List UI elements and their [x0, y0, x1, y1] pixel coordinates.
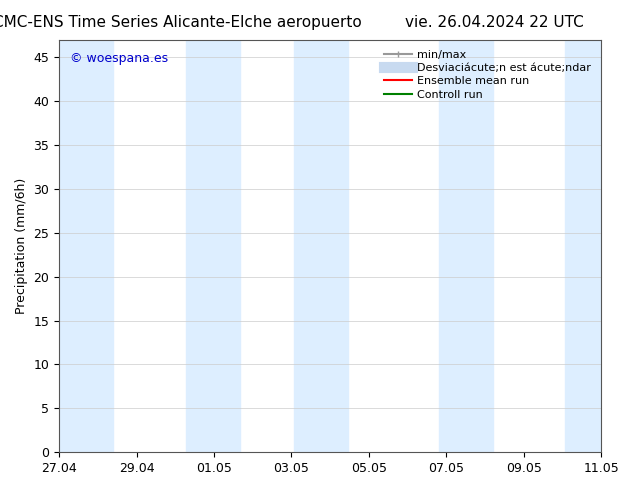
Bar — [294, 40, 348, 452]
Bar — [565, 40, 601, 452]
Text: vie. 26.04.2024 22 UTC: vie. 26.04.2024 22 UTC — [405, 15, 584, 30]
Bar — [186, 40, 240, 452]
Y-axis label: Precipitation (mm/6h): Precipitation (mm/6h) — [15, 178, 28, 314]
Text: © woespana.es: © woespana.es — [70, 52, 168, 65]
Text: CMC-ENS Time Series Alicante-Elche aeropuerto: CMC-ENS Time Series Alicante-Elche aerop… — [0, 15, 362, 30]
Legend: min/max, Desviaciácute;n est ácute;ndar, Ensemble mean run, Controll run: min/max, Desviaciácute;n est ácute;ndar,… — [380, 45, 595, 104]
Bar — [439, 40, 493, 452]
Bar — [59, 40, 113, 452]
